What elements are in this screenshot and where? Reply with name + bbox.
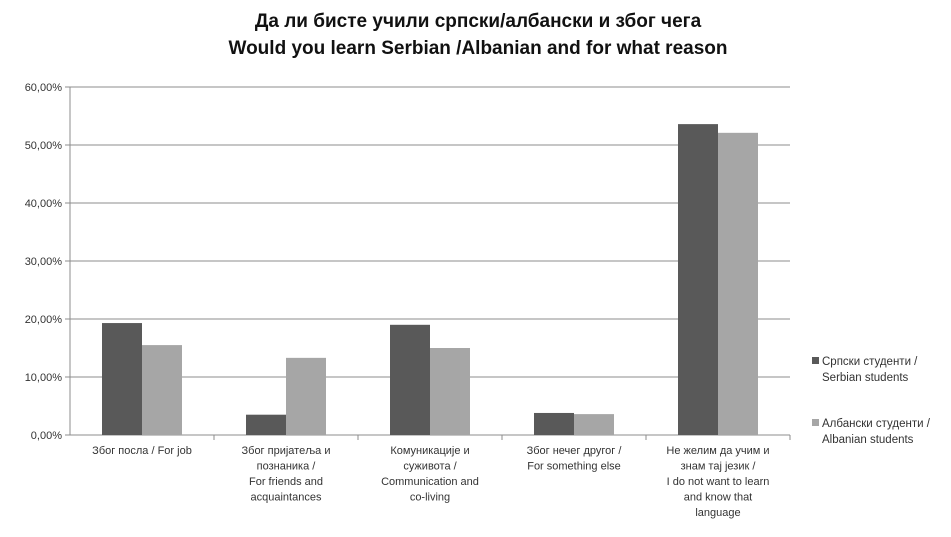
category-label: language	[695, 507, 740, 519]
category-label: and know that	[684, 492, 753, 504]
category-label: Не желим да учим и	[666, 445, 769, 457]
category-label: acquaintances	[251, 492, 322, 504]
category-label: Communication and	[381, 476, 479, 488]
bar	[286, 357, 326, 435]
bar	[390, 324, 430, 435]
bar	[102, 323, 142, 435]
category-label: познаника /	[257, 461, 317, 473]
y-tick-label: 0,00%	[31, 430, 62, 442]
chart-title-line: Would you learn Serbian /Albanian and fo…	[228, 38, 727, 59]
bar	[574, 414, 614, 435]
category-label: Због нечег другог /	[527, 445, 623, 457]
legend-label: Albanian students	[822, 434, 914, 446]
legend-label: Serbian students	[822, 372, 909, 384]
legend-swatch	[812, 357, 819, 364]
category-label: For something else	[527, 461, 621, 473]
category-label: Због посла / For job	[92, 445, 192, 457]
category-label: Због пријатеља и	[242, 445, 331, 457]
bar	[534, 412, 574, 435]
y-tick-label: 40,00%	[25, 198, 63, 210]
y-tick-label: 20,00%	[25, 314, 63, 326]
bar	[718, 132, 758, 435]
bar	[246, 414, 286, 435]
category-label: I do not want to learn	[667, 476, 770, 488]
y-tick-label: 30,00%	[25, 256, 63, 268]
y-tick-label: 60,00%	[25, 82, 63, 94]
category-label: Комуникације и	[390, 445, 469, 457]
bar	[142, 345, 182, 435]
chart-title-line: Да ли бисте учили српски/албански и због…	[255, 11, 702, 32]
legend-swatch	[812, 419, 819, 426]
category-label: co-living	[410, 492, 450, 504]
bar	[430, 348, 470, 435]
y-tick-label: 10,00%	[25, 372, 63, 384]
legend-label: Српски студенти /	[822, 356, 918, 368]
category-label: For friends and	[249, 476, 323, 488]
category-label: суживота /	[403, 461, 457, 473]
legend-label: Албански студенти /	[822, 418, 931, 430]
category-label: знам тај језик /	[681, 461, 757, 473]
y-tick-label: 50,00%	[25, 140, 63, 152]
bar	[678, 124, 718, 436]
